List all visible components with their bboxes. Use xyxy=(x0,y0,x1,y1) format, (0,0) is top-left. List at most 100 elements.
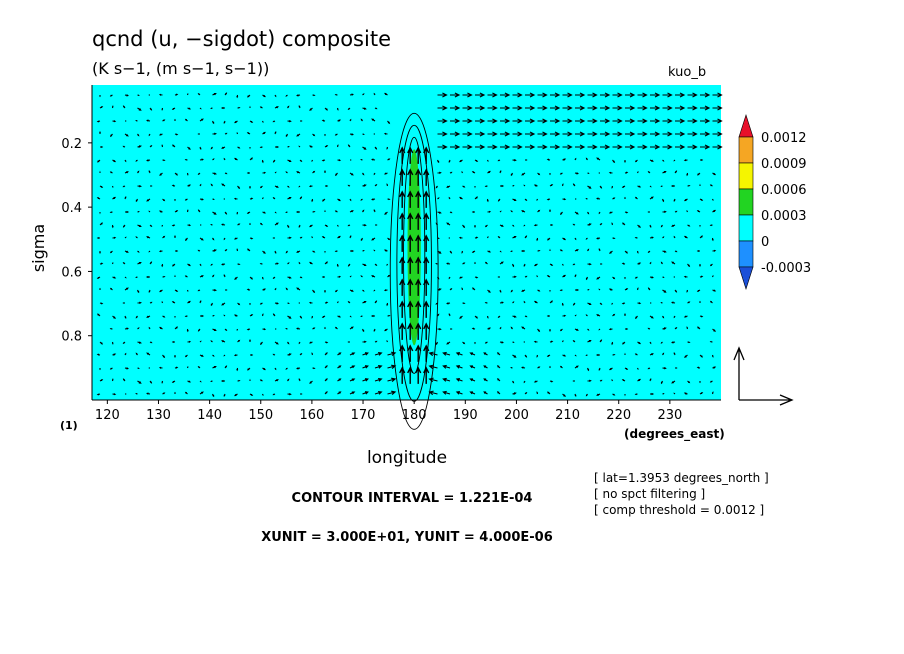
vector-arrow xyxy=(533,340,538,343)
vector-arrow xyxy=(122,224,126,228)
vector-arrow xyxy=(637,341,642,345)
vector-arrow xyxy=(621,185,626,188)
vector-arrow xyxy=(625,105,636,111)
vector-arrow xyxy=(135,120,138,122)
vector-arrow xyxy=(349,93,354,96)
vector-arrow xyxy=(149,261,153,265)
vector-arrow xyxy=(260,341,263,346)
vector-arrow xyxy=(487,144,498,150)
vector-arrow xyxy=(274,287,277,291)
vector-arrow xyxy=(524,354,528,358)
vector-arrow xyxy=(415,256,422,274)
vector-arrow xyxy=(697,172,701,176)
vector-arrow xyxy=(649,276,654,279)
vector-arrow xyxy=(337,391,342,395)
vector-arrow xyxy=(448,276,451,280)
x-tick-label: 140 xyxy=(197,408,222,423)
vector-arrow xyxy=(486,198,489,203)
vector-arrow xyxy=(360,159,363,161)
vector-arrow xyxy=(399,212,406,230)
vector-arrow xyxy=(246,211,251,214)
vector-arrow xyxy=(124,171,129,174)
vector-arrow xyxy=(437,328,442,331)
vector-arrow xyxy=(510,367,513,369)
vector-arrow xyxy=(185,237,188,242)
vector-arrow xyxy=(611,185,614,189)
x-tick-label: 160 xyxy=(299,408,324,423)
vector-arrow xyxy=(499,326,502,330)
vector-arrow xyxy=(662,159,665,162)
vector-arrow xyxy=(274,171,277,174)
vector-arrow xyxy=(423,256,430,274)
vector-arrow xyxy=(287,236,292,239)
vector-arrow xyxy=(499,224,504,227)
vector-arrow xyxy=(624,277,626,280)
vector-arrow xyxy=(448,312,451,317)
vector-arrow xyxy=(296,287,301,291)
vector-arrow xyxy=(650,105,661,111)
vector-arrow xyxy=(415,146,422,164)
vector-arrow xyxy=(362,250,365,252)
vector-arrow xyxy=(199,299,202,304)
vector-arrow xyxy=(415,322,422,340)
vector-arrow xyxy=(562,354,567,357)
vector-arrow xyxy=(649,196,654,200)
vector-arrow xyxy=(546,275,551,278)
vector-arrow xyxy=(487,250,492,253)
vector-arrow xyxy=(212,172,217,175)
vector-arrow xyxy=(486,315,489,319)
vector-arrow xyxy=(262,367,266,371)
vector-arrow xyxy=(637,378,642,382)
vector-arrow xyxy=(634,159,638,163)
vector-arrow xyxy=(296,367,301,370)
vector-arrow xyxy=(611,341,614,346)
vector-arrow xyxy=(171,224,176,227)
vector-arrow xyxy=(612,159,616,164)
vector-arrow xyxy=(469,365,476,369)
vector-arrow xyxy=(585,237,588,240)
vector-arrow xyxy=(673,392,676,395)
vector-arrow xyxy=(608,288,613,291)
vector-arrow xyxy=(596,314,601,317)
vector-arrow xyxy=(636,250,639,254)
vector-arrow xyxy=(499,261,504,265)
vector-arrow xyxy=(96,393,101,396)
vector-arrow xyxy=(287,341,290,345)
vector-arrow xyxy=(484,341,488,344)
vector-arrow xyxy=(687,263,691,268)
vector-arrow xyxy=(637,131,648,137)
vector-arrow xyxy=(462,131,473,137)
vector-arrow xyxy=(373,208,376,213)
vector-arrow xyxy=(587,328,590,331)
vector-arrow xyxy=(262,328,267,331)
vector-arrow xyxy=(549,184,554,187)
vector-arrow xyxy=(272,276,276,279)
vector-arrow xyxy=(158,250,163,253)
vector-arrow xyxy=(112,315,116,319)
contour-line xyxy=(389,112,439,430)
vector-arrow xyxy=(124,250,129,253)
vector-arrow xyxy=(462,341,466,345)
vector-arrow xyxy=(149,145,153,148)
vector-arrow xyxy=(674,250,678,253)
vector-arrow xyxy=(474,236,479,239)
vector-arrow xyxy=(674,289,678,293)
vector-arrow xyxy=(347,263,351,267)
vector-arrow xyxy=(649,159,654,162)
vector-arrow xyxy=(387,390,397,396)
vector-arrow xyxy=(423,278,430,296)
vector-arrow xyxy=(536,354,539,358)
vector-arrow xyxy=(673,315,676,319)
vector-arrow xyxy=(347,184,351,187)
vector-arrow xyxy=(442,351,451,356)
vector-arrow xyxy=(347,301,351,304)
vector-arrow xyxy=(559,289,563,292)
vector-arrow xyxy=(700,131,711,137)
vector-arrow xyxy=(384,92,388,96)
vector-arrow xyxy=(600,131,611,137)
vector-arrow xyxy=(598,211,601,215)
vector-arrow xyxy=(311,315,314,319)
vector-arrow xyxy=(122,105,126,109)
vector-arrow xyxy=(686,289,689,293)
x-tick-label: 210 xyxy=(555,408,580,423)
